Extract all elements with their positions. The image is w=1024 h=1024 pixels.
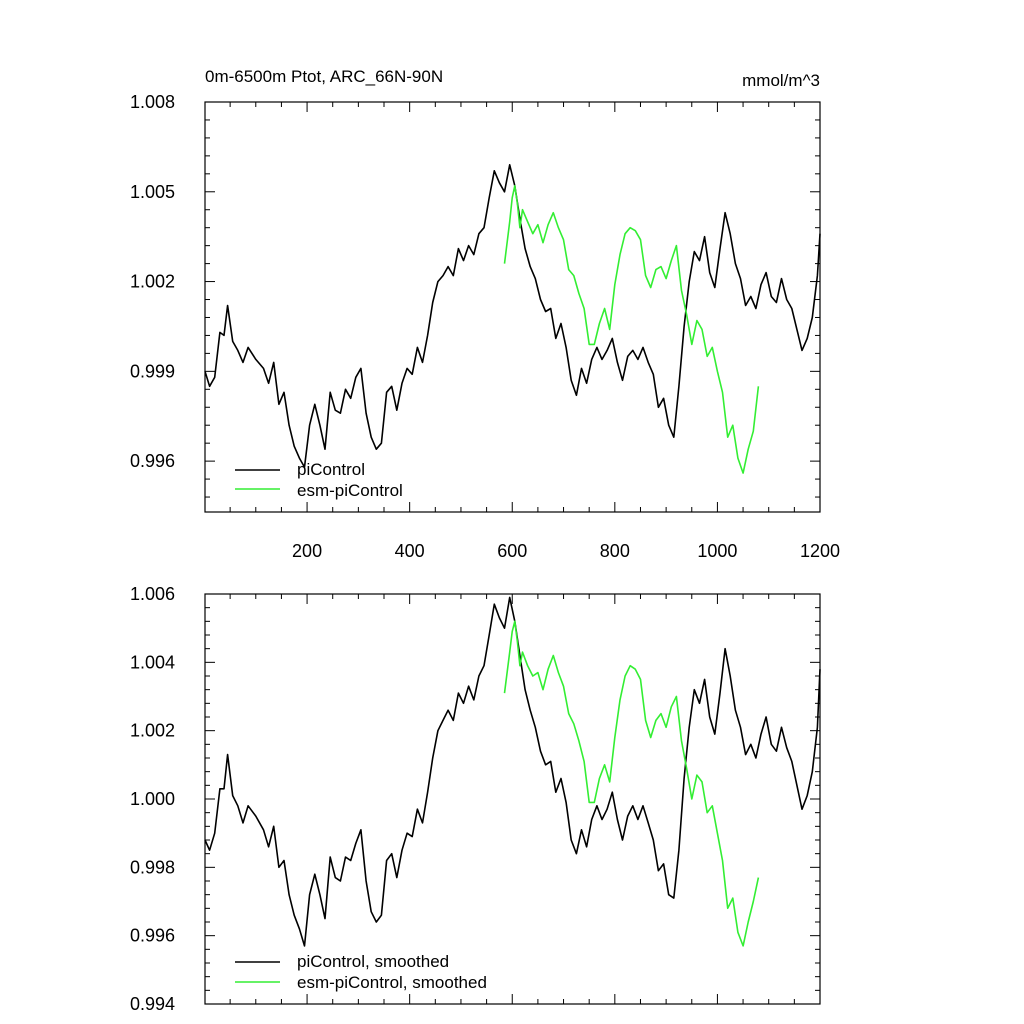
- x-tick-label: 1200: [800, 541, 840, 561]
- y-tick-label: 1.006: [130, 584, 175, 604]
- y-tick-label: 1.004: [130, 652, 175, 672]
- y-tick-label: 0.994: [130, 994, 175, 1014]
- y-tick-label: 1.000: [130, 789, 175, 809]
- y-tick-label: 1.002: [130, 272, 175, 292]
- y-tick-label: 1.008: [130, 92, 175, 112]
- bottom-panel: 1.006 1.004 1.002 1.000 0.998 0.996 0.994 piCo…: [130, 584, 821, 1014]
- chart-title: 0m-6500m Ptot, ARC_66N-90N: [205, 67, 443, 86]
- series-line-esm-picontrol: [503, 185, 760, 474]
- series-line-esm-picontrol: [503, 620, 760, 947]
- top-panel: 0m-6500m Ptot, ARC_66N-90N mmol/m^3 1.00…: [130, 67, 840, 561]
- bottom-plot-frame: [204, 593, 821, 1005]
- top-y-tick-labels: 1.008 1.005 1.002 0.999 0.996: [130, 92, 175, 471]
- y-tick-label: 0.998: [130, 857, 175, 877]
- x-tick-label: 400: [395, 541, 425, 561]
- bottom-legend: piControl, smoothed esm-piControl, smoot…: [235, 952, 487, 992]
- top-plot-frame: [204, 101, 821, 513]
- top-legend: piControl esm-piControl: [235, 460, 403, 500]
- legend-label-picontrol-smoothed: piControl, smoothed: [297, 952, 449, 971]
- x-tick-label: 200: [292, 541, 322, 561]
- top-x-tick-labels: 200 400 600 800 1000 1200: [292, 541, 840, 561]
- chart-units: mmol/m^3: [742, 71, 820, 90]
- x-tick-label: 600: [497, 541, 527, 561]
- x-tick-label: 800: [600, 541, 630, 561]
- legend-label-esm-picontrol: esm-piControl: [297, 481, 403, 500]
- legend-label-esm-picontrol-smoothed: esm-piControl, smoothed: [297, 973, 487, 992]
- y-tick-label: 1.005: [130, 182, 175, 202]
- y-tick-label: 1.002: [130, 721, 175, 741]
- y-tick-label: 0.996: [130, 451, 175, 471]
- bottom-y-tick-labels: 1.006 1.004 1.002 1.000 0.998 0.996 0.994: [130, 584, 175, 1014]
- y-tick-label: 0.999: [130, 361, 175, 381]
- legend-label-picontrol: piControl: [297, 460, 365, 479]
- x-tick-label: 1000: [697, 541, 737, 561]
- bottom-series: [204, 596, 821, 947]
- y-tick-label: 0.996: [130, 926, 175, 946]
- top-series: [204, 164, 821, 474]
